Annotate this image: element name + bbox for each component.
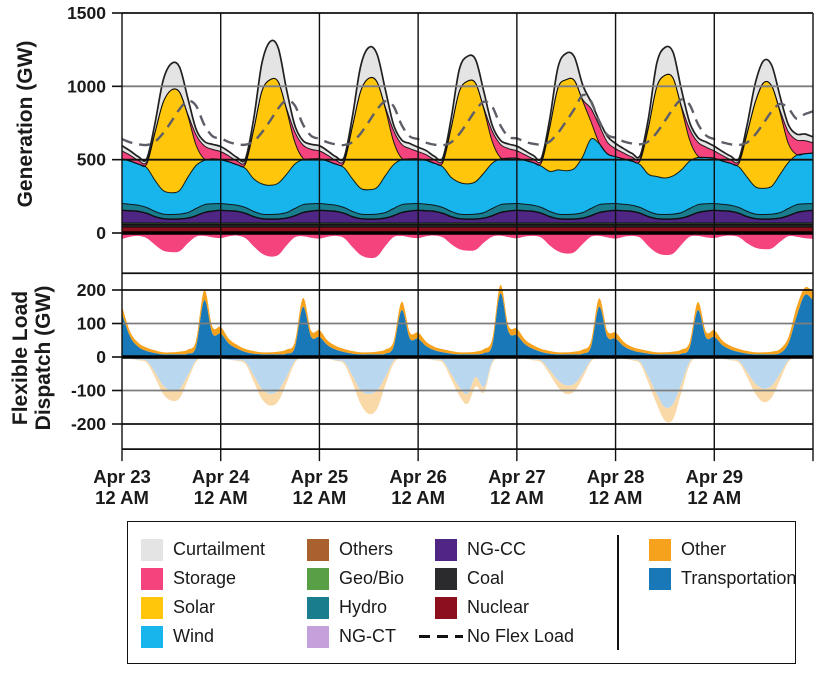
x-tick-label: Apr 29 12 AM xyxy=(685,466,743,508)
legend-swatch-curtailment xyxy=(141,538,163,561)
legend-item-ng-cc: NG-CC xyxy=(435,535,574,564)
x-tick-label: Apr 26 12 AM xyxy=(389,466,447,508)
flexible-axis-title-line2: Dispatch (GW) xyxy=(32,285,55,431)
legend-swatch-nuclear xyxy=(435,596,457,619)
legend-label-hydro: Hydro xyxy=(339,597,388,617)
no-flex-load-line xyxy=(122,93,813,147)
legend-item-curtailment: Curtailment xyxy=(141,535,265,564)
area-wind xyxy=(122,138,813,215)
legend-swatch-coal xyxy=(435,567,457,590)
legend-label-transportation: Transportation xyxy=(681,568,797,588)
area-coal xyxy=(122,224,813,228)
legend-swatch-wind xyxy=(141,625,163,648)
legend-item-ng-ct: NG-CT xyxy=(307,622,404,651)
flexible-axis-title: Flexible Load Dispatch (GW) xyxy=(9,228,57,488)
area-outline xyxy=(122,73,813,165)
legend-item-no-flex-load: No Flex Load xyxy=(419,622,575,651)
legend-label-no-flex-load: No Flex Load xyxy=(467,626,575,646)
legend-label-ng-cc: NG-CC xyxy=(467,539,526,559)
area-outline xyxy=(122,202,813,216)
legend-column-1: Curtailment Storage Solar Wind xyxy=(141,535,265,651)
legend-item-other: Other xyxy=(649,535,796,564)
flexible-axis-title-line1: Flexible Load xyxy=(9,290,32,426)
y-tick-label: 0 xyxy=(96,347,106,367)
area-curtailment xyxy=(122,40,813,165)
legend-item-geo-bio: Geo/Bio xyxy=(307,564,404,593)
legend-column-4: Other Transportation xyxy=(649,535,796,593)
legend-item-transportation: Transportation xyxy=(649,564,796,593)
legend-label-others: Others xyxy=(339,539,394,559)
legend-label-ng-ct: NG-CT xyxy=(339,626,396,646)
y-tick-label: 200 xyxy=(77,280,106,300)
legend-swatch-transportation xyxy=(649,567,671,590)
legend-label-nuclear: Nuclear xyxy=(467,597,530,617)
legend-item-coal: Coal xyxy=(435,564,574,593)
legend-label-storage: Storage xyxy=(173,568,237,588)
legend-swatch-other xyxy=(649,538,671,561)
legend-swatch-solar xyxy=(141,596,163,619)
x-tick-label: Apr 27 12 AM xyxy=(488,466,546,508)
legend-item-hydro: Hydro xyxy=(307,593,404,622)
area-storage-charging- xyxy=(122,233,813,259)
legend-item-others: Others xyxy=(307,535,404,564)
x-tick-label: Apr 24 12 AM xyxy=(192,466,250,508)
legend-swatch-others xyxy=(307,538,329,561)
area-outline xyxy=(122,39,813,163)
legend-column-2: Others Geo/Bio Hydro NG-CT xyxy=(307,535,404,651)
area-solar xyxy=(122,74,813,193)
legend-item-nuclear: Nuclear xyxy=(435,593,574,622)
x-tick-label: Apr 25 12 AM xyxy=(291,466,349,508)
y-tick-label: 1000 xyxy=(67,76,106,96)
legend-label-geo-bio: Geo/Bio xyxy=(339,568,405,588)
legend-label-solar: Solar xyxy=(173,597,216,617)
area-stack xyxy=(122,284,813,423)
legend-swatch-ng-ct xyxy=(307,625,329,648)
y-tick-label: 500 xyxy=(77,150,106,170)
area-transportation xyxy=(122,293,813,357)
x-tick-label: Apr 28 12 AM xyxy=(587,466,645,508)
area-stack xyxy=(122,39,813,259)
y-tick-label: 0 xyxy=(96,223,106,243)
legend-box: Curtailment Storage Solar Wind Others Geo/Bio… xyxy=(127,521,796,664)
y-tick-label: 100 xyxy=(77,314,106,334)
legend-swatch-hydro xyxy=(307,596,329,619)
legend-item-storage: Storage xyxy=(141,564,265,593)
legend-swatch-ng-cc xyxy=(435,538,457,561)
legend-item-wind: Wind xyxy=(141,622,265,651)
legend-swatch-storage xyxy=(141,567,163,590)
x-tick-label: Apr 23 12 AM xyxy=(93,466,151,508)
legend-swatch-geo-bio xyxy=(307,567,329,590)
legend-label-curtailment: Curtailment xyxy=(173,539,266,559)
area-outline xyxy=(122,209,813,220)
legend-label-wind: Wind xyxy=(173,626,215,646)
legend-item-solar: Solar xyxy=(141,593,265,622)
legend-dash-swatch-no-flex-load xyxy=(419,635,463,638)
y-tick-label: -100 xyxy=(71,381,106,401)
legend-column-3: NG-CC Coal Nuclear No Flex Load xyxy=(419,535,575,651)
legend-divider xyxy=(617,535,619,650)
area-other-charging- xyxy=(122,356,813,423)
legend-label-coal: Coal xyxy=(467,568,505,588)
area-transportation-charging- xyxy=(122,356,813,409)
y-tick-label: 1500 xyxy=(67,3,106,23)
legend-label-other: Other xyxy=(681,539,727,559)
y-tick-label: -200 xyxy=(71,414,106,434)
